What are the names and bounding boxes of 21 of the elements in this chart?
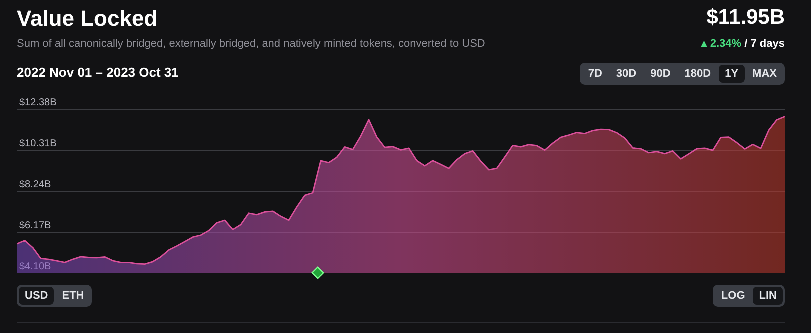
chart-subtitle: Sum of all canonically bridged, externally bridged, and natively minted tokens, converted to USD [17,38,486,50]
text: LOG [720,289,746,304]
y-tick-label: $8.24B [20,180,52,190]
text: 30D [615,67,638,82]
text: 90D [650,67,672,82]
text: ETH [61,289,86,304]
text: / 7 days [744,38,785,50]
text: 180D [684,67,712,82]
text: LIN [753,287,783,305]
y-tick-label: $4.10B [20,262,52,272]
y-tick-label: $10.31B [20,138,58,150]
y-tick-label: $12.38B [20,98,58,108]
text: $11.95B [706,6,785,30]
text: ▴ 2.34% [701,38,742,50]
text: MAX [752,67,778,82]
text: 1Y [719,65,745,83]
text: USD [19,287,54,305]
chart-title: Value Locked [17,6,158,32]
text: 2022 Nov 01 – 2023 Oct 31 [17,65,179,80]
y-tick-label: $6.17B [20,220,52,232]
text: 7D [587,67,604,82]
